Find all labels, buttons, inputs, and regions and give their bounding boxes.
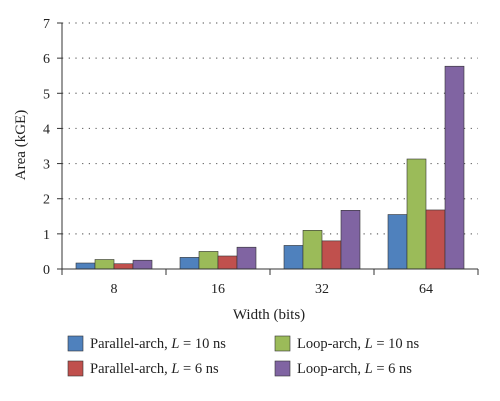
x-tick-label: 32: [315, 282, 329, 297]
y-tick-label: 0: [43, 263, 50, 278]
legend-series-name: Parallel-arch,: [90, 361, 171, 377]
y-tick-label: 5: [43, 87, 50, 102]
grid-lines: [62, 22, 478, 235]
legend-value: = 10 ns: [179, 336, 226, 352]
y-tick-label: 2: [43, 193, 50, 208]
legend-swatch: [274, 360, 291, 377]
legend-label: Loop-arch, L = 6 ns: [297, 361, 412, 377]
bar-16-series-2: [198, 251, 219, 270]
legend-series-name: Loop-arch,: [297, 361, 365, 377]
y-tick-label: 6: [43, 52, 50, 67]
bar-8-series-1: [75, 262, 96, 270]
bar-8-series-3: [113, 263, 134, 270]
legend: Parallel-arch, L = 10 ns Loop-arch, L = 1…: [67, 335, 420, 377]
legend-value: = 6 ns: [373, 361, 413, 377]
legend-series-name: Parallel-arch,: [90, 336, 171, 352]
legend-label: Parallel-arch, L = 10 ns: [90, 336, 226, 352]
legend-label: Parallel-arch, L = 6 ns: [90, 361, 219, 377]
x-tick-label: 8: [111, 282, 118, 297]
legend-value: = 10 ns: [373, 336, 420, 352]
bar-64-series-3: [425, 209, 446, 270]
bar-8-series-4: [132, 259, 153, 270]
legend-swatch: [274, 335, 291, 352]
bar-32-series-4: [340, 210, 361, 270]
legend-variable: L: [170, 361, 179, 377]
legend-series-name: Loop-arch,: [297, 336, 365, 352]
y-tick-label: 3: [43, 158, 50, 173]
bar-32-series-3: [321, 240, 342, 270]
bar-64-series-1: [387, 214, 408, 270]
bars: [75, 65, 465, 270]
x-tick-label: 64: [419, 282, 433, 297]
bar-32-series-1: [283, 245, 304, 270]
legend-variable: L: [170, 336, 179, 352]
y-tick-label: 4: [43, 122, 50, 137]
legend-variable: L: [364, 336, 373, 352]
bar-64-series-2: [406, 158, 427, 270]
legend-label: Loop-arch, L = 10 ns: [297, 336, 420, 352]
y-axis-title: Area (kGE): [13, 110, 29, 180]
legend-swatch: [67, 335, 84, 352]
bar-8-series-2: [94, 259, 115, 270]
x-axis-title: Width (bits): [233, 307, 305, 323]
x-tick-label: 16: [211, 282, 225, 297]
axes: 0 1 2 3 4 5 6 7 8 16 32 64: [43, 17, 479, 297]
bar-32-series-2: [302, 230, 323, 270]
bar-16-series-3: [217, 255, 238, 270]
legend-value: = 6 ns: [179, 361, 219, 377]
y-tick-label: 1: [43, 228, 50, 243]
bar-16-series-1: [179, 257, 200, 270]
legend-variable: L: [364, 361, 373, 377]
bar-64-series-4: [444, 65, 465, 270]
y-tick-label: 7: [43, 17, 50, 32]
bar-16-series-4: [236, 246, 257, 270]
legend-swatch: [67, 360, 84, 377]
